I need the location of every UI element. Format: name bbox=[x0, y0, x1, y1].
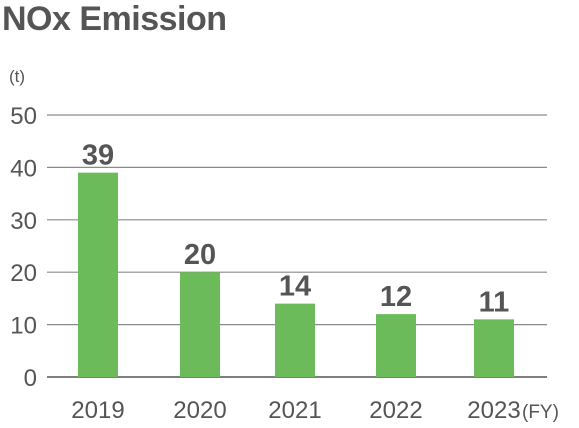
bars bbox=[78, 172, 514, 377]
x-axis-ticks: 2019 2020 2021 2022 2023 bbox=[71, 397, 520, 424]
y-axis-ticks: 0 10 20 30 40 50 bbox=[10, 103, 37, 392]
x-tick-label-2022: 2022 bbox=[369, 397, 422, 424]
x-axis-unit-label: (FY) bbox=[522, 402, 559, 423]
x-tick-label-2019: 2019 bbox=[71, 397, 124, 424]
data-label-2023: 11 bbox=[479, 286, 510, 318]
x-tick-label-2020: 2020 bbox=[173, 397, 226, 424]
data-labels: 39 20 14 12 11 bbox=[82, 140, 509, 319]
chart-title: NOx Emission bbox=[2, 0, 227, 38]
data-label-2021: 14 bbox=[279, 271, 311, 303]
bar-2021 bbox=[275, 303, 315, 377]
y-axis-unit-label: (t) bbox=[9, 67, 25, 86]
bar-2022 bbox=[376, 314, 416, 377]
y-tick-label-20: 20 bbox=[10, 260, 37, 287]
bar-2019 bbox=[78, 172, 118, 377]
y-tick-label-30: 30 bbox=[10, 208, 37, 235]
x-tick-label-2021: 2021 bbox=[268, 397, 321, 424]
y-tick-label-50: 50 bbox=[10, 103, 37, 130]
data-label-2022: 12 bbox=[380, 281, 412, 313]
data-label-2020: 20 bbox=[184, 239, 216, 271]
bar-2020 bbox=[180, 272, 220, 377]
bar-2023 bbox=[474, 319, 514, 377]
data-label-2019: 39 bbox=[82, 140, 114, 172]
x-tick-label-2023: 2023 bbox=[467, 397, 520, 424]
y-tick-label-40: 40 bbox=[10, 155, 37, 182]
y-tick-label-10: 10 bbox=[10, 313, 37, 340]
y-tick-label-0: 0 bbox=[24, 365, 37, 392]
